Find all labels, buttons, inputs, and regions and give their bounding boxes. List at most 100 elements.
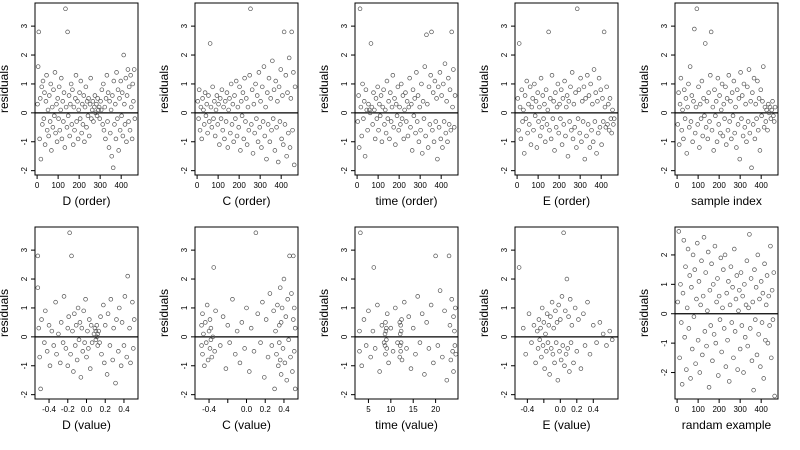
data-point	[128, 73, 133, 78]
data-point	[701, 235, 707, 240]
data-point	[766, 293, 772, 299]
data-point	[754, 352, 760, 358]
data-point	[225, 145, 231, 150]
data-point	[444, 99, 449, 104]
data-point	[742, 282, 747, 287]
data-point	[740, 293, 745, 299]
data-point	[678, 282, 683, 287]
data-point	[109, 153, 114, 159]
data-point	[84, 354, 89, 360]
data-point	[419, 81, 424, 87]
y-tick-label: -1	[180, 362, 189, 370]
data-point	[274, 125, 279, 130]
data-point	[522, 93, 528, 98]
data-point	[748, 276, 754, 281]
data-point	[698, 302, 703, 308]
x-tick-label: 400	[435, 181, 449, 190]
data-point	[203, 320, 208, 325]
data-point	[707, 287, 713, 293]
data-point	[590, 101, 595, 107]
data-point	[367, 107, 372, 113]
data-point	[684, 367, 689, 372]
data-point	[705, 136, 711, 142]
y-tick-label: 2	[500, 276, 509, 281]
data-point	[747, 130, 753, 136]
data-point	[66, 93, 72, 98]
data-point	[695, 337, 701, 343]
data-point	[676, 90, 681, 95]
data-point	[75, 99, 80, 104]
data-point	[729, 90, 735, 95]
data-point	[565, 153, 571, 159]
data-point	[578, 366, 584, 371]
data-point	[54, 351, 59, 357]
x-tick-label: 400	[595, 181, 609, 190]
data-point	[399, 357, 405, 363]
data-point	[567, 297, 573, 302]
data-point	[452, 328, 457, 334]
data-point	[560, 343, 566, 348]
data-point	[693, 361, 698, 366]
y-tick-label: 0	[500, 334, 509, 339]
data-point	[393, 142, 398, 147]
data-point	[535, 90, 540, 95]
x-tick-label: 200	[72, 181, 86, 190]
scatter-panel: 0 100 200 300 400 -2 -1 0 1 2 3 D (order) residuals	[0, 2, 139, 208]
data-point	[38, 156, 44, 162]
data-point	[772, 104, 778, 110]
data-point	[214, 93, 220, 98]
data-point	[745, 119, 751, 124]
x-tick-label: 15	[409, 405, 418, 414]
data-point	[755, 252, 761, 258]
data-point	[760, 99, 765, 104]
data-point	[271, 87, 277, 92]
data-point	[52, 113, 57, 118]
data-point	[95, 96, 100, 101]
data-point	[554, 104, 560, 110]
data-point	[121, 343, 127, 348]
data-point	[83, 84, 89, 90]
data-point	[724, 96, 730, 101]
data-point	[254, 116, 259, 121]
data-point	[726, 279, 731, 284]
data-point	[104, 73, 110, 78]
data-point	[433, 253, 438, 259]
data-point	[575, 116, 581, 121]
data-point	[98, 99, 103, 104]
data-point	[719, 81, 725, 87]
data-point	[764, 273, 770, 278]
data-point	[557, 349, 562, 354]
data-point	[292, 386, 298, 392]
data-point	[679, 320, 684, 325]
data-point	[565, 346, 570, 351]
data-point	[417, 340, 423, 345]
data-point	[720, 133, 726, 139]
data-point	[684, 305, 690, 311]
y-tick-label: 1	[340, 305, 349, 310]
x-tick-label: 300	[733, 405, 747, 414]
data-point	[566, 314, 571, 319]
data-point	[42, 142, 48, 147]
x-tick-label: 200	[552, 181, 566, 190]
y-tick-label: 2	[340, 52, 349, 57]
data-point	[397, 343, 403, 348]
data-point	[58, 320, 64, 325]
data-point	[86, 346, 91, 351]
data-point	[383, 320, 388, 325]
data-point	[237, 84, 242, 90]
data-point	[359, 363, 364, 369]
data-point	[251, 101, 257, 107]
data-point	[96, 107, 101, 113]
data-point	[533, 99, 539, 104]
data-point	[100, 122, 105, 127]
data-point	[114, 70, 119, 75]
data-point	[200, 96, 205, 101]
data-point	[257, 125, 262, 130]
data-point	[743, 101, 748, 107]
data-point	[379, 323, 385, 328]
data-point	[70, 87, 75, 92]
x-tick-label: 0.2	[571, 405, 583, 414]
data-point	[232, 93, 237, 98]
data-point	[275, 302, 280, 308]
data-point	[768, 116, 774, 121]
